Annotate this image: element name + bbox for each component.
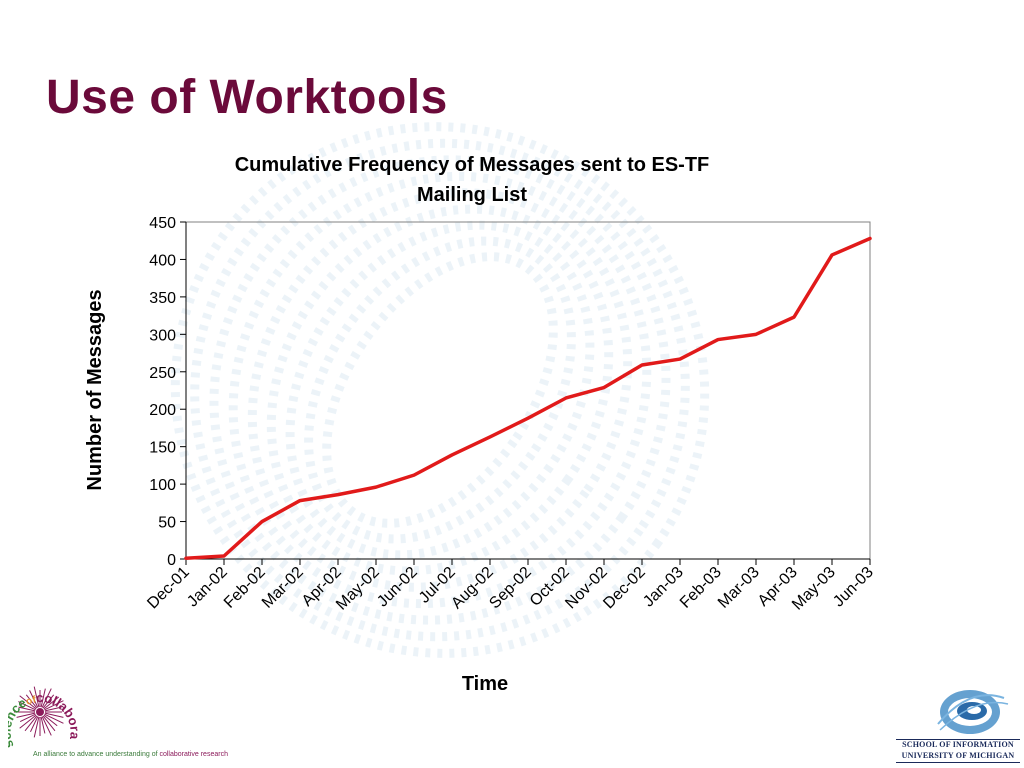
x-axis: Dec-01Jan-02Feb-02Mar-02Apr-02May-02Jun-… bbox=[144, 558, 877, 614]
x-tick-label: Jun-03 bbox=[830, 564, 877, 611]
y-tick-label: 150 bbox=[149, 440, 176, 457]
chart-title-line-2: Mailing List bbox=[417, 184, 527, 206]
y-axis-label: Number of Messages bbox=[84, 289, 106, 490]
slide-title: Use of Worktools bbox=[46, 71, 448, 124]
school-rule-bottom bbox=[896, 762, 1020, 763]
y-tick-label: 0 bbox=[167, 552, 176, 569]
science-of-collaboratories-logo: scienceofcollaboratories bbox=[8, 668, 83, 750]
logo-word-of: of bbox=[25, 694, 38, 707]
y-tick-label: 450 bbox=[149, 215, 176, 232]
logo-tagline: An alliance to advance understanding of … bbox=[33, 751, 228, 758]
tagline-start: An alliance to advance understanding of bbox=[33, 751, 160, 758]
y-tick-label: 300 bbox=[149, 327, 176, 344]
x-tick-label: Dec-01 bbox=[144, 564, 193, 613]
chart-title-line-1: Cumulative Frequency of Messages sent to… bbox=[235, 154, 710, 176]
school-rule-top bbox=[896, 739, 1020, 740]
swirl-globe-icon bbox=[937, 690, 1009, 734]
school-name-line-2: UNIVERSITY OF MICHIGAN bbox=[901, 751, 1015, 760]
starburst-logo-icon bbox=[14, 686, 64, 738]
cumulative-messages-chart: Cumulative Frequency of Messages sent to… bbox=[84, 122, 877, 695]
logo-word-science: science bbox=[8, 695, 29, 750]
series-line bbox=[184, 236, 872, 561]
y-tick-label: 100 bbox=[149, 477, 176, 494]
y-tick-label: 350 bbox=[149, 290, 176, 307]
x-tick-label: May-03 bbox=[789, 564, 839, 614]
watermark-swirl-icon bbox=[170, 122, 710, 658]
y-tick-label: 50 bbox=[158, 515, 176, 532]
x-axis-label: Time bbox=[462, 673, 508, 695]
x-tick-label: Mar-03 bbox=[715, 564, 763, 612]
x-tick-label: Feb-03 bbox=[677, 564, 725, 612]
y-axis: 0 50 100 150 200 250 300 350 400 450 bbox=[149, 215, 187, 569]
y-tick-label: 400 bbox=[149, 252, 176, 269]
tagline-accent: collaborative research bbox=[159, 751, 228, 758]
school-name-line-1: SCHOOL OF INFORMATION bbox=[902, 740, 1014, 749]
y-tick-label: 200 bbox=[149, 402, 176, 419]
y-tick-label: 250 bbox=[149, 365, 176, 382]
